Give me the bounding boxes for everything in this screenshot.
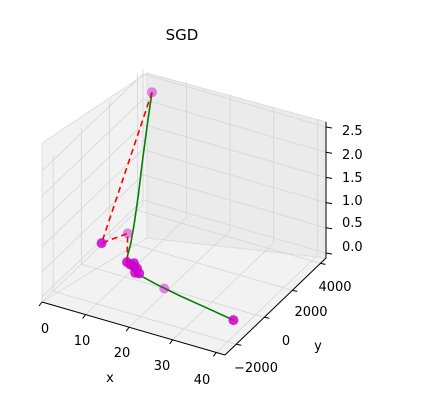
gridline-z-left xyxy=(41,199,144,298)
gridline-z-back xyxy=(142,73,327,128)
gridline-y-floor xyxy=(81,263,265,318)
z-tick-label: 0.5 xyxy=(342,216,363,231)
marker-layer xyxy=(96,87,239,326)
gridline-z-left xyxy=(41,174,144,273)
data-point-marker xyxy=(159,283,170,294)
y-tick-label: 0 xyxy=(282,334,290,349)
gridline-z-left xyxy=(41,73,144,172)
axis-lines xyxy=(41,122,327,356)
data-point-marker xyxy=(96,238,107,249)
gridline-z-left xyxy=(41,98,144,197)
x-tick xyxy=(212,352,217,357)
y-tick-label: −2000 xyxy=(234,361,278,376)
x-tick-label: 30 xyxy=(154,359,171,374)
tick-labels: 0 10 20 30 40 −2000 0 2000 4000 0.0 0.5 … xyxy=(41,124,363,388)
gridline-y-floor xyxy=(53,290,237,345)
tick-marks xyxy=(38,126,333,357)
z-tick xyxy=(325,151,333,154)
trajectory-solid-line xyxy=(126,92,234,321)
x-tick xyxy=(125,326,130,332)
z-tick xyxy=(325,176,333,179)
z-tick-label: 1.5 xyxy=(342,171,363,186)
pane-group xyxy=(40,72,328,356)
gridline-x-floor xyxy=(128,229,231,328)
y-tick xyxy=(320,262,326,265)
y-axis-line xyxy=(224,257,327,356)
gridline-z-back xyxy=(142,174,327,229)
data-point-marker xyxy=(122,228,133,239)
gridline-z-left xyxy=(41,124,144,222)
gridline-y-floor xyxy=(109,236,293,291)
x-axis-line xyxy=(41,301,226,356)
gridline-z-back xyxy=(142,98,327,153)
data-point-marker xyxy=(134,268,145,279)
z-tick-label: 2.0 xyxy=(342,148,363,163)
chart-title: SGD xyxy=(166,26,199,44)
z-tick-label: 0.0 xyxy=(342,240,363,255)
gridlines xyxy=(41,69,327,353)
gridline-z-back xyxy=(142,199,327,254)
y-tick-label: 4000 xyxy=(318,280,351,295)
x-axis-label: x xyxy=(106,371,114,386)
gridline-z-left xyxy=(41,149,144,247)
gridline-x-floor xyxy=(172,242,274,341)
gridline-x-floor xyxy=(41,204,144,303)
x-tick xyxy=(82,314,86,319)
gridline-y-floor xyxy=(137,210,321,264)
data-point-marker xyxy=(147,87,157,98)
x-tick-label: 20 xyxy=(114,346,131,361)
z-tick xyxy=(325,202,333,205)
x-tick-label: 40 xyxy=(194,373,211,388)
x-tick-label: 10 xyxy=(74,334,91,349)
y-axis-label: y xyxy=(314,339,322,354)
x-tick xyxy=(169,339,174,345)
z-tick-label: 2.5 xyxy=(342,124,363,139)
y-tick-label: 2000 xyxy=(294,305,327,320)
y-tick xyxy=(292,289,298,292)
z-tick xyxy=(325,227,333,230)
gridline-z-back xyxy=(142,124,327,178)
data-point-marker xyxy=(228,315,239,326)
gridline-x-floor xyxy=(216,255,318,353)
x-tick-label: 0 xyxy=(41,322,49,337)
y-tick xyxy=(264,316,270,319)
z-tick xyxy=(325,252,333,255)
x-tick xyxy=(38,301,43,307)
z-tick xyxy=(325,126,333,129)
gridline-z-back xyxy=(142,149,327,203)
z-tick-label: 1.0 xyxy=(342,194,363,209)
y-tick xyxy=(236,343,242,346)
